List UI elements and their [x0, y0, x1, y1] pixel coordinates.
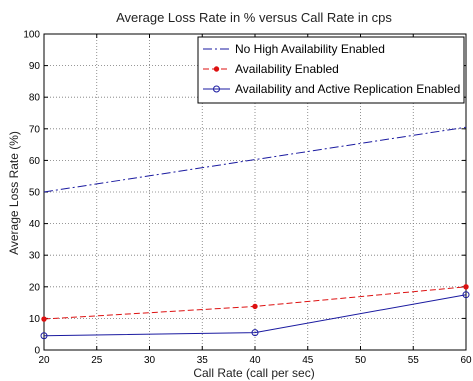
y-tick-label: 0 — [34, 346, 40, 357]
y-tick-label: 30 — [29, 251, 41, 262]
data-point — [462, 291, 470, 299]
legend-marker — [213, 66, 220, 72]
legend-entry: Availability and Active Replication Enab… — [203, 82, 460, 96]
series-line — [43, 294, 467, 337]
series-layer — [40, 126, 470, 340]
series-2 — [41, 284, 469, 322]
x-tick-label: 35 — [197, 355, 209, 366]
legend-marker — [213, 85, 220, 93]
axes: 20 25 30 35 40 45 50 55 60 0 10 20 30 40 50 60 70 80 90 100 — [23, 30, 472, 367]
data-point — [40, 332, 48, 340]
series-line — [43, 126, 467, 193]
y-tick-label: 10 — [29, 314, 41, 325]
legend-label: Availability Enabled — [235, 62, 339, 76]
data-point — [251, 329, 259, 337]
x-tick-label: 50 — [355, 355, 367, 366]
x-tick-label: 25 — [91, 355, 103, 366]
x-tick-label: 20 — [38, 355, 50, 366]
x-tick-label: 45 — [302, 355, 314, 366]
x-tick-label: 30 — [144, 355, 156, 366]
legend-entry: Availability Enabled — [203, 62, 339, 76]
y-tick-label: 100 — [23, 30, 40, 41]
y-axis-label: Average Loss Rate (%) — [7, 131, 21, 255]
legend-box — [197, 36, 465, 104]
x-axis-label: Call Rate (call per sec) — [193, 366, 314, 380]
y-tick-label: 50 — [29, 188, 41, 199]
series-line — [43, 286, 467, 320]
legend: No High Availability Enabled Availability… — [197, 36, 465, 104]
y-tick-label: 60 — [29, 156, 41, 167]
y-tick-label: 20 — [29, 282, 41, 293]
y-tick-label: 40 — [29, 219, 41, 230]
y-tick-label: 90 — [29, 61, 41, 72]
x-tick-label: 60 — [460, 355, 472, 366]
data-point — [41, 316, 47, 322]
legend-label: No High Availability Enabled — [235, 42, 385, 56]
x-tick-label: 55 — [408, 355, 420, 366]
series-1 — [43, 126, 467, 193]
legend-label: Availability and Active Replication Enab… — [235, 82, 460, 96]
chart-title: Average Loss Rate in % versus Call Rate … — [116, 10, 392, 25]
y-tick-label: 80 — [29, 93, 41, 104]
data-point — [463, 284, 469, 290]
series-3 — [40, 291, 470, 340]
data-point — [252, 303, 258, 310]
y-tick-label: 70 — [29, 124, 41, 135]
legend-entry: No High Availability Enabled — [203, 42, 385, 56]
x-tick-label: 40 — [249, 355, 261, 366]
